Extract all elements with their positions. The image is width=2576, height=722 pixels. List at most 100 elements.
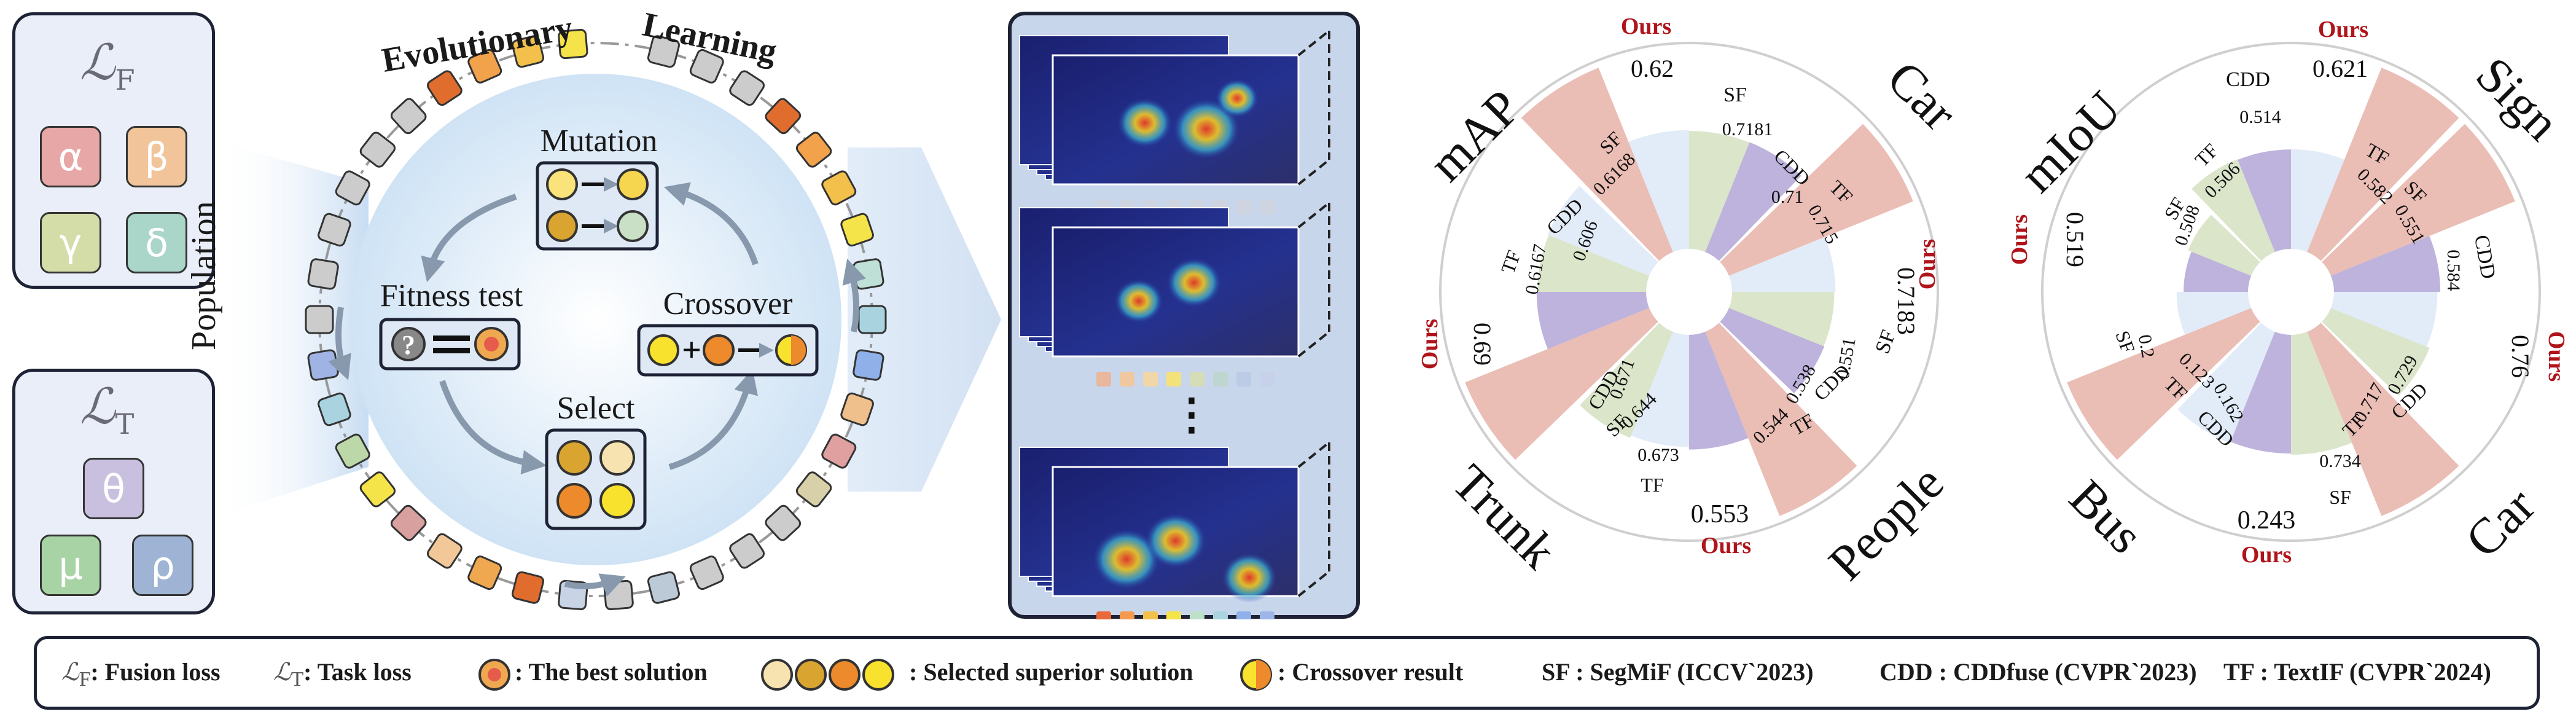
population-square <box>512 35 545 68</box>
population-dot <box>1236 611 1251 619</box>
legend-best-text: : The best solution <box>515 658 708 686</box>
population-square <box>853 349 884 381</box>
radar-center <box>1665 267 1714 316</box>
population-square <box>857 305 887 334</box>
radar-bar-sign-tf <box>2330 235 2441 292</box>
population-square <box>335 433 370 469</box>
population-square <box>821 433 857 469</box>
population-arrow-right <box>842 258 866 332</box>
radar-bar-bus-sf <box>2176 292 2252 335</box>
fitness-best-core <box>484 337 499 351</box>
radar-corner-label-car: Car <box>1876 50 1967 141</box>
fusion-loss-title: ℒF <box>80 34 135 96</box>
radar-bar-trunk-sf <box>1547 186 1658 276</box>
radar-bar-car-tf <box>2230 331 2291 454</box>
population-square <box>467 555 502 591</box>
radar-bar-miou-cdd <box>2192 159 2275 261</box>
population-square <box>426 70 463 106</box>
radar-bar-car-sf <box>2177 323 2275 444</box>
legend-tf: TF : TextIF (CVPR`2024) <box>2223 658 2491 686</box>
radar-ours-label: Ours <box>2241 542 2292 568</box>
population-dot <box>1143 372 1158 387</box>
stack-depth-lines <box>1297 29 1330 186</box>
heatmap-hotspot <box>1222 552 1277 603</box>
population-dot <box>1096 611 1111 619</box>
select-circle-1 <box>556 440 592 476</box>
heatmap-hotspot <box>1166 257 1222 308</box>
crossover-parent-1 <box>647 334 679 366</box>
population-square <box>729 70 765 106</box>
param-tile-alpha: α <box>40 126 101 187</box>
feature-map-panel: ⋮ <box>1008 12 1360 619</box>
param-tile-theta: θ <box>83 458 144 519</box>
crossover-result-half <box>791 335 806 365</box>
population-square <box>390 504 427 541</box>
radar-method-label: TF <box>1641 474 1663 496</box>
mutation-label: Mutation <box>540 124 658 159</box>
radar-bar-map-tf <box>1705 142 1801 261</box>
population-dot <box>1143 611 1158 619</box>
radar-value-label: 0.7181 <box>1722 119 1773 139</box>
select-circle-2 <box>599 440 635 476</box>
radar-bar-people-sf <box>1631 331 1689 447</box>
fitness-equals-2 <box>433 348 470 353</box>
crossover-parent-2 <box>703 334 735 366</box>
output-arrow <box>848 147 1001 492</box>
heatmap-hotspot <box>1093 528 1160 590</box>
radar-ours-label: Ours <box>2008 214 2032 265</box>
population-square <box>647 35 680 68</box>
select-box <box>545 428 647 530</box>
legend-crossover-icon <box>1240 659 1272 691</box>
population-label: Population <box>185 201 223 350</box>
heatmap-hotspot <box>1173 98 1240 160</box>
population-square <box>647 571 680 604</box>
population-square <box>840 213 874 247</box>
population-square <box>359 131 396 168</box>
select-label: Select <box>556 391 635 426</box>
population-dot <box>1213 611 1228 619</box>
population-square <box>689 555 724 591</box>
cycle-arrow-select-crossover <box>668 369 759 470</box>
legend-task-loss: ℒT: Task loss <box>273 658 412 691</box>
population-square <box>305 305 334 334</box>
radar-value-label: 0.584 <box>2443 249 2464 291</box>
radar-center <box>2266 267 2316 316</box>
select-circle-3 <box>556 483 592 519</box>
legend-selected-icons <box>761 659 894 691</box>
cycle-arrow-fitness-select <box>439 380 547 475</box>
population-square <box>821 170 857 206</box>
radar-method-label: SF <box>1723 84 1747 106</box>
radar-bar-sign-cdd <box>2322 308 2430 396</box>
radar-bar-trunk-ours <box>1465 308 1658 460</box>
legend-cdd: CDD : CDDfuse (CVPR`2023) <box>1879 658 2197 686</box>
radar-ours-label: Ours <box>1417 319 1443 369</box>
legend-fusion-loss: ℒF: Fusion loss <box>61 658 221 691</box>
radar-bar-bus-tf <box>2184 251 2252 292</box>
legend-bar: ℒF: Fusion loss ℒT: Task loss : The best… <box>34 636 2540 710</box>
radar-value-label: 0.673 <box>1637 445 1679 465</box>
radar-value-label: 0.71 <box>1771 187 1804 207</box>
radar-bar-bus-cdd <box>2188 214 2260 276</box>
population-dot <box>1260 200 1274 214</box>
radar-bar-car-sf <box>1728 237 1836 292</box>
population-square <box>359 471 396 508</box>
population-square <box>765 504 802 541</box>
population-arrow-left <box>328 307 351 380</box>
population-square <box>795 131 832 168</box>
fitness-unknown-icon <box>391 327 426 361</box>
population-square <box>795 471 832 508</box>
radar-ours-label: Ours <box>1914 239 1940 289</box>
legend-selected-text: : Selected superior solution <box>909 658 1193 686</box>
radar-value-label: 0.621 <box>2313 55 2368 82</box>
radar-bar-car-cdd <box>1728 292 1835 347</box>
legend-crossover-text: : Crossover result <box>1278 658 1464 686</box>
radar-bar-car-ours <box>1720 124 1913 276</box>
select-circle-4 <box>599 483 635 519</box>
radar-bar-map-cdd <box>1689 130 1750 253</box>
evolution-inner-circle <box>350 74 841 565</box>
radar-value-label: 0.514 <box>2239 107 2281 127</box>
radar-value-label: 0.243 <box>2238 506 2296 535</box>
population-square <box>467 49 502 84</box>
population-dot <box>1260 611 1274 619</box>
